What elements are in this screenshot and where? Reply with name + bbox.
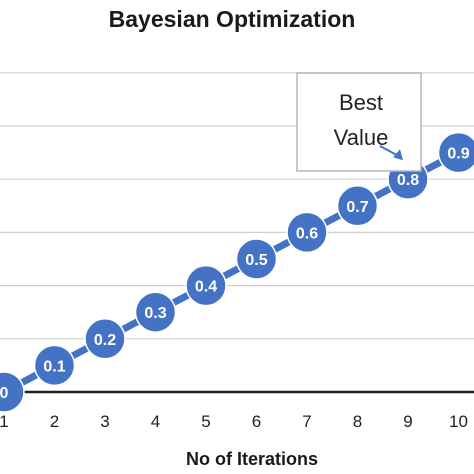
x-tick-label: 2 bbox=[50, 412, 59, 431]
callout-box bbox=[296, 72, 422, 172]
data-label: 0.8 bbox=[397, 172, 419, 189]
data-label: 0 bbox=[0, 385, 9, 402]
data-point bbox=[286, 211, 328, 254]
data-label: 0.2 bbox=[94, 332, 116, 349]
data-point bbox=[134, 291, 177, 333]
x-tick-label: 10 bbox=[449, 412, 468, 431]
data-point bbox=[33, 344, 76, 387]
data-label: 0.9 bbox=[447, 146, 469, 163]
data-point bbox=[235, 238, 278, 280]
x-tick-label: 9 bbox=[403, 412, 412, 431]
series-line bbox=[2, 149, 461, 396]
x-tick-label: 7 bbox=[302, 412, 311, 431]
callout-line-2: Value bbox=[334, 125, 389, 150]
x-tick-label: 1 bbox=[0, 412, 9, 431]
x-tick-label: 4 bbox=[151, 412, 160, 431]
x-tick-labels: 1 2 3 4 5 6 7 8 9 10 bbox=[0, 412, 468, 431]
x-tick-label: 5 bbox=[201, 412, 210, 431]
data-markers: 0 0.1 0.2 0.3 0.4 0.5 0.6 0.7 0.8 0.9 bbox=[0, 131, 474, 413]
data-label: 0.7 bbox=[346, 199, 368, 216]
data-label: 0.5 bbox=[245, 252, 267, 269]
data-point bbox=[437, 131, 474, 174]
data-point bbox=[0, 371, 25, 413]
data-point bbox=[185, 264, 227, 307]
chart-title: Bayesian Optimization bbox=[109, 6, 356, 32]
best-value-callout: Best Value bbox=[296, 72, 422, 172]
callout-line-1: Best bbox=[339, 90, 383, 115]
gridlines bbox=[0, 72, 474, 340]
data-point bbox=[84, 318, 126, 360]
x-axis-label: No of Iterations bbox=[186, 449, 318, 469]
data-label: 0.1 bbox=[43, 358, 65, 375]
data-label: 0.4 bbox=[195, 279, 217, 296]
data-label: 0.3 bbox=[144, 305, 166, 322]
data-label: 0.6 bbox=[296, 225, 318, 242]
x-tick-label: 8 bbox=[353, 412, 362, 431]
x-tick-label: 6 bbox=[252, 412, 261, 431]
x-tick-label: 3 bbox=[100, 412, 109, 431]
data-point bbox=[336, 185, 379, 227]
callout-arrowhead bbox=[393, 149, 403, 161]
